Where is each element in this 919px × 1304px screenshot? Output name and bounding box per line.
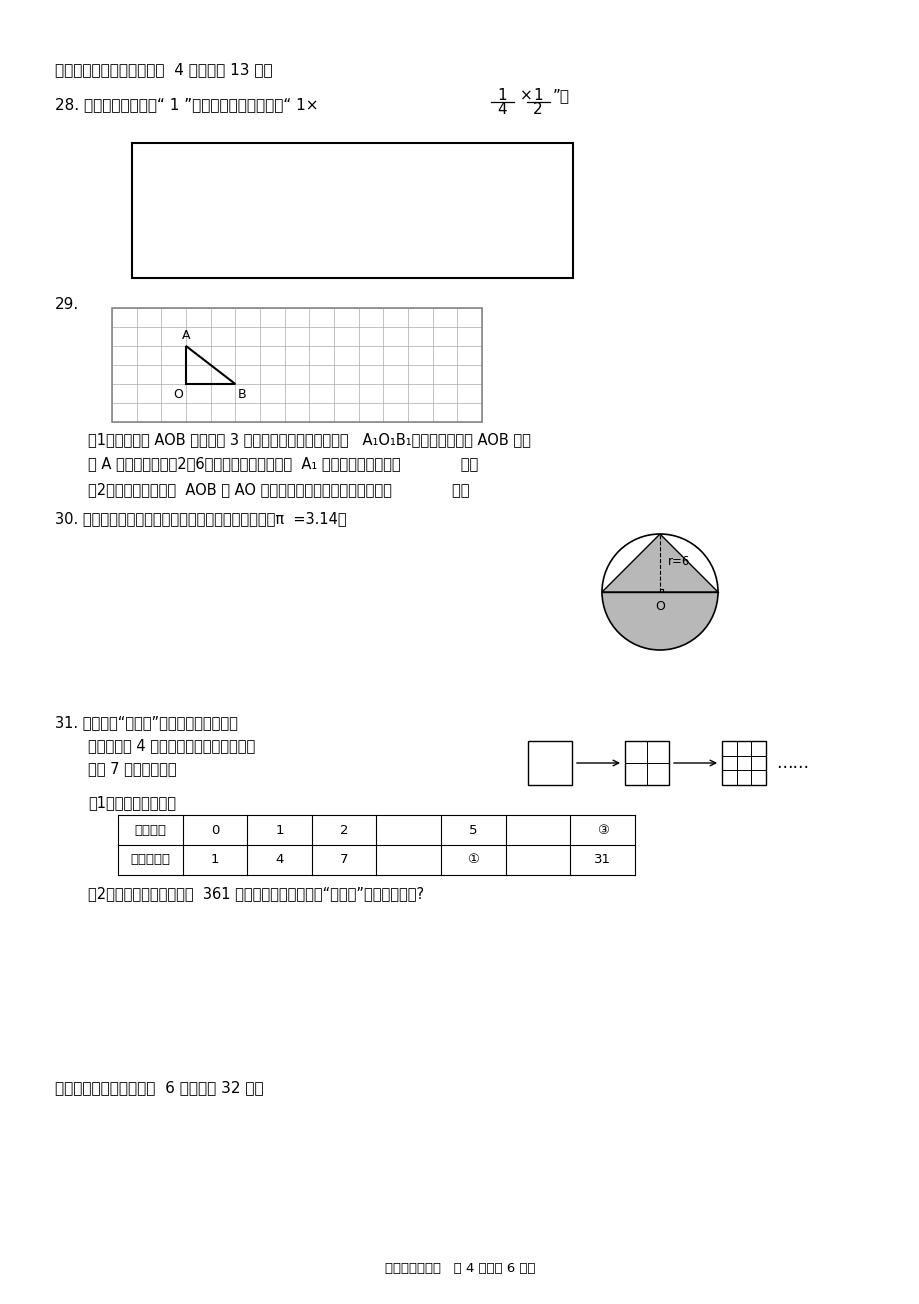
Bar — [131, 143, 573, 278]
Text: 2: 2 — [533, 102, 542, 117]
Text: 29.: 29. — [55, 297, 79, 312]
Text: A: A — [182, 329, 190, 342]
Text: （2）如果将原三角形  AOB 以 AO 为轴，旋转一周，得到的图形是（             ）。: （2）如果将原三角形 AOB 以 AO 为轴，旋转一周，得到的图形是（ ）。 — [88, 482, 469, 497]
Text: 5: 5 — [469, 824, 477, 836]
Text: （1）将表格填完整。: （1）将表格填完整。 — [88, 795, 176, 810]
Text: 正方形个数: 正方形个数 — [130, 854, 170, 866]
Text: 点 A 用数对表示为（2，6）。那么则平移后的点  A₁ 的位置应该表示为（             ）；: 点 A 用数对表示为（2，6）。那么则平移后的点 A₁ 的位置应该表示为（ ）； — [88, 456, 478, 471]
Text: 28. 下图的长方形代表“ 1 ”，请在这个图中表示出“ 1×: 28. 下图的长方形代表“ 1 ”，请在这个图中表示出“ 1× — [55, 96, 318, 112]
Text: （2）算一算，如果分成了  361 个正方形，那么他共用“十字形”分割了多少次?: （2）算一算，如果分成了 361 个正方形，那么他共用“十字形”分割了多少次? — [88, 885, 424, 901]
Polygon shape — [601, 535, 717, 592]
Text: 0: 0 — [210, 824, 219, 836]
Text: （1）将三角形 AOB 向右平移 3 格，请画出平移后的三角形   A₁O₁B₁。如果原三角形 AOB 的顶: （1）将三角形 AOB 向右平移 3 格，请画出平移后的三角形 A₁O₁B₁。如… — [88, 432, 530, 447]
Text: 六年级数学试题   第 4 页（共 6 页）: 六年级数学试题 第 4 页（共 6 页） — [384, 1262, 535, 1275]
Text: 1: 1 — [496, 87, 506, 103]
Text: 四、图形与计算（本大题共  4 小题，共 13 分）: 四、图形与计算（本大题共 4 小题，共 13 分） — [55, 63, 272, 77]
Text: 2: 2 — [339, 824, 348, 836]
Text: 7: 7 — [339, 854, 348, 866]
Text: r=6: r=6 — [667, 556, 689, 569]
Text: B: B — [237, 389, 246, 402]
Text: ③: ③ — [596, 824, 608, 836]
Polygon shape — [601, 592, 717, 649]
Polygon shape — [601, 535, 717, 592]
Text: 4: 4 — [275, 854, 283, 866]
Text: 次，分成了 4 个小正方形，分割两次，分: 次，分成了 4 个小正方形，分割两次，分 — [88, 738, 255, 752]
Text: 五、解决问题（本大题共  6 小题，共 32 分）: 五、解决问题（本大题共 6 小题，共 32 分） — [55, 1080, 264, 1095]
Text: ①: ① — [467, 854, 479, 866]
Bar — [721, 741, 766, 785]
Text: 31. 如图，用“十字形”分割正方形，分割一: 31. 如图，用“十字形”分割正方形，分割一 — [55, 715, 238, 730]
Text: 4: 4 — [496, 102, 506, 117]
Bar — [112, 308, 482, 422]
Text: O: O — [654, 600, 664, 613]
Text: ……: …… — [775, 754, 808, 772]
Text: ×: × — [519, 87, 532, 103]
Text: 成了 7 个小正方形。: 成了 7 个小正方形。 — [88, 762, 176, 776]
Text: 30. 求出下面图形中阴影部分的面积。（单位：分米，π  =3.14）: 30. 求出下面图形中阴影部分的面积。（单位：分米，π =3.14） — [55, 511, 346, 526]
Text: ”。: ”。 — [552, 87, 570, 103]
Text: 分的次数: 分的次数 — [134, 824, 166, 836]
Bar — [528, 741, 572, 785]
Text: 1: 1 — [210, 854, 219, 866]
Text: 1: 1 — [533, 87, 542, 103]
Text: O: O — [174, 389, 183, 402]
Text: 1: 1 — [275, 824, 283, 836]
Text: 31: 31 — [594, 854, 610, 866]
Bar — [624, 741, 668, 785]
